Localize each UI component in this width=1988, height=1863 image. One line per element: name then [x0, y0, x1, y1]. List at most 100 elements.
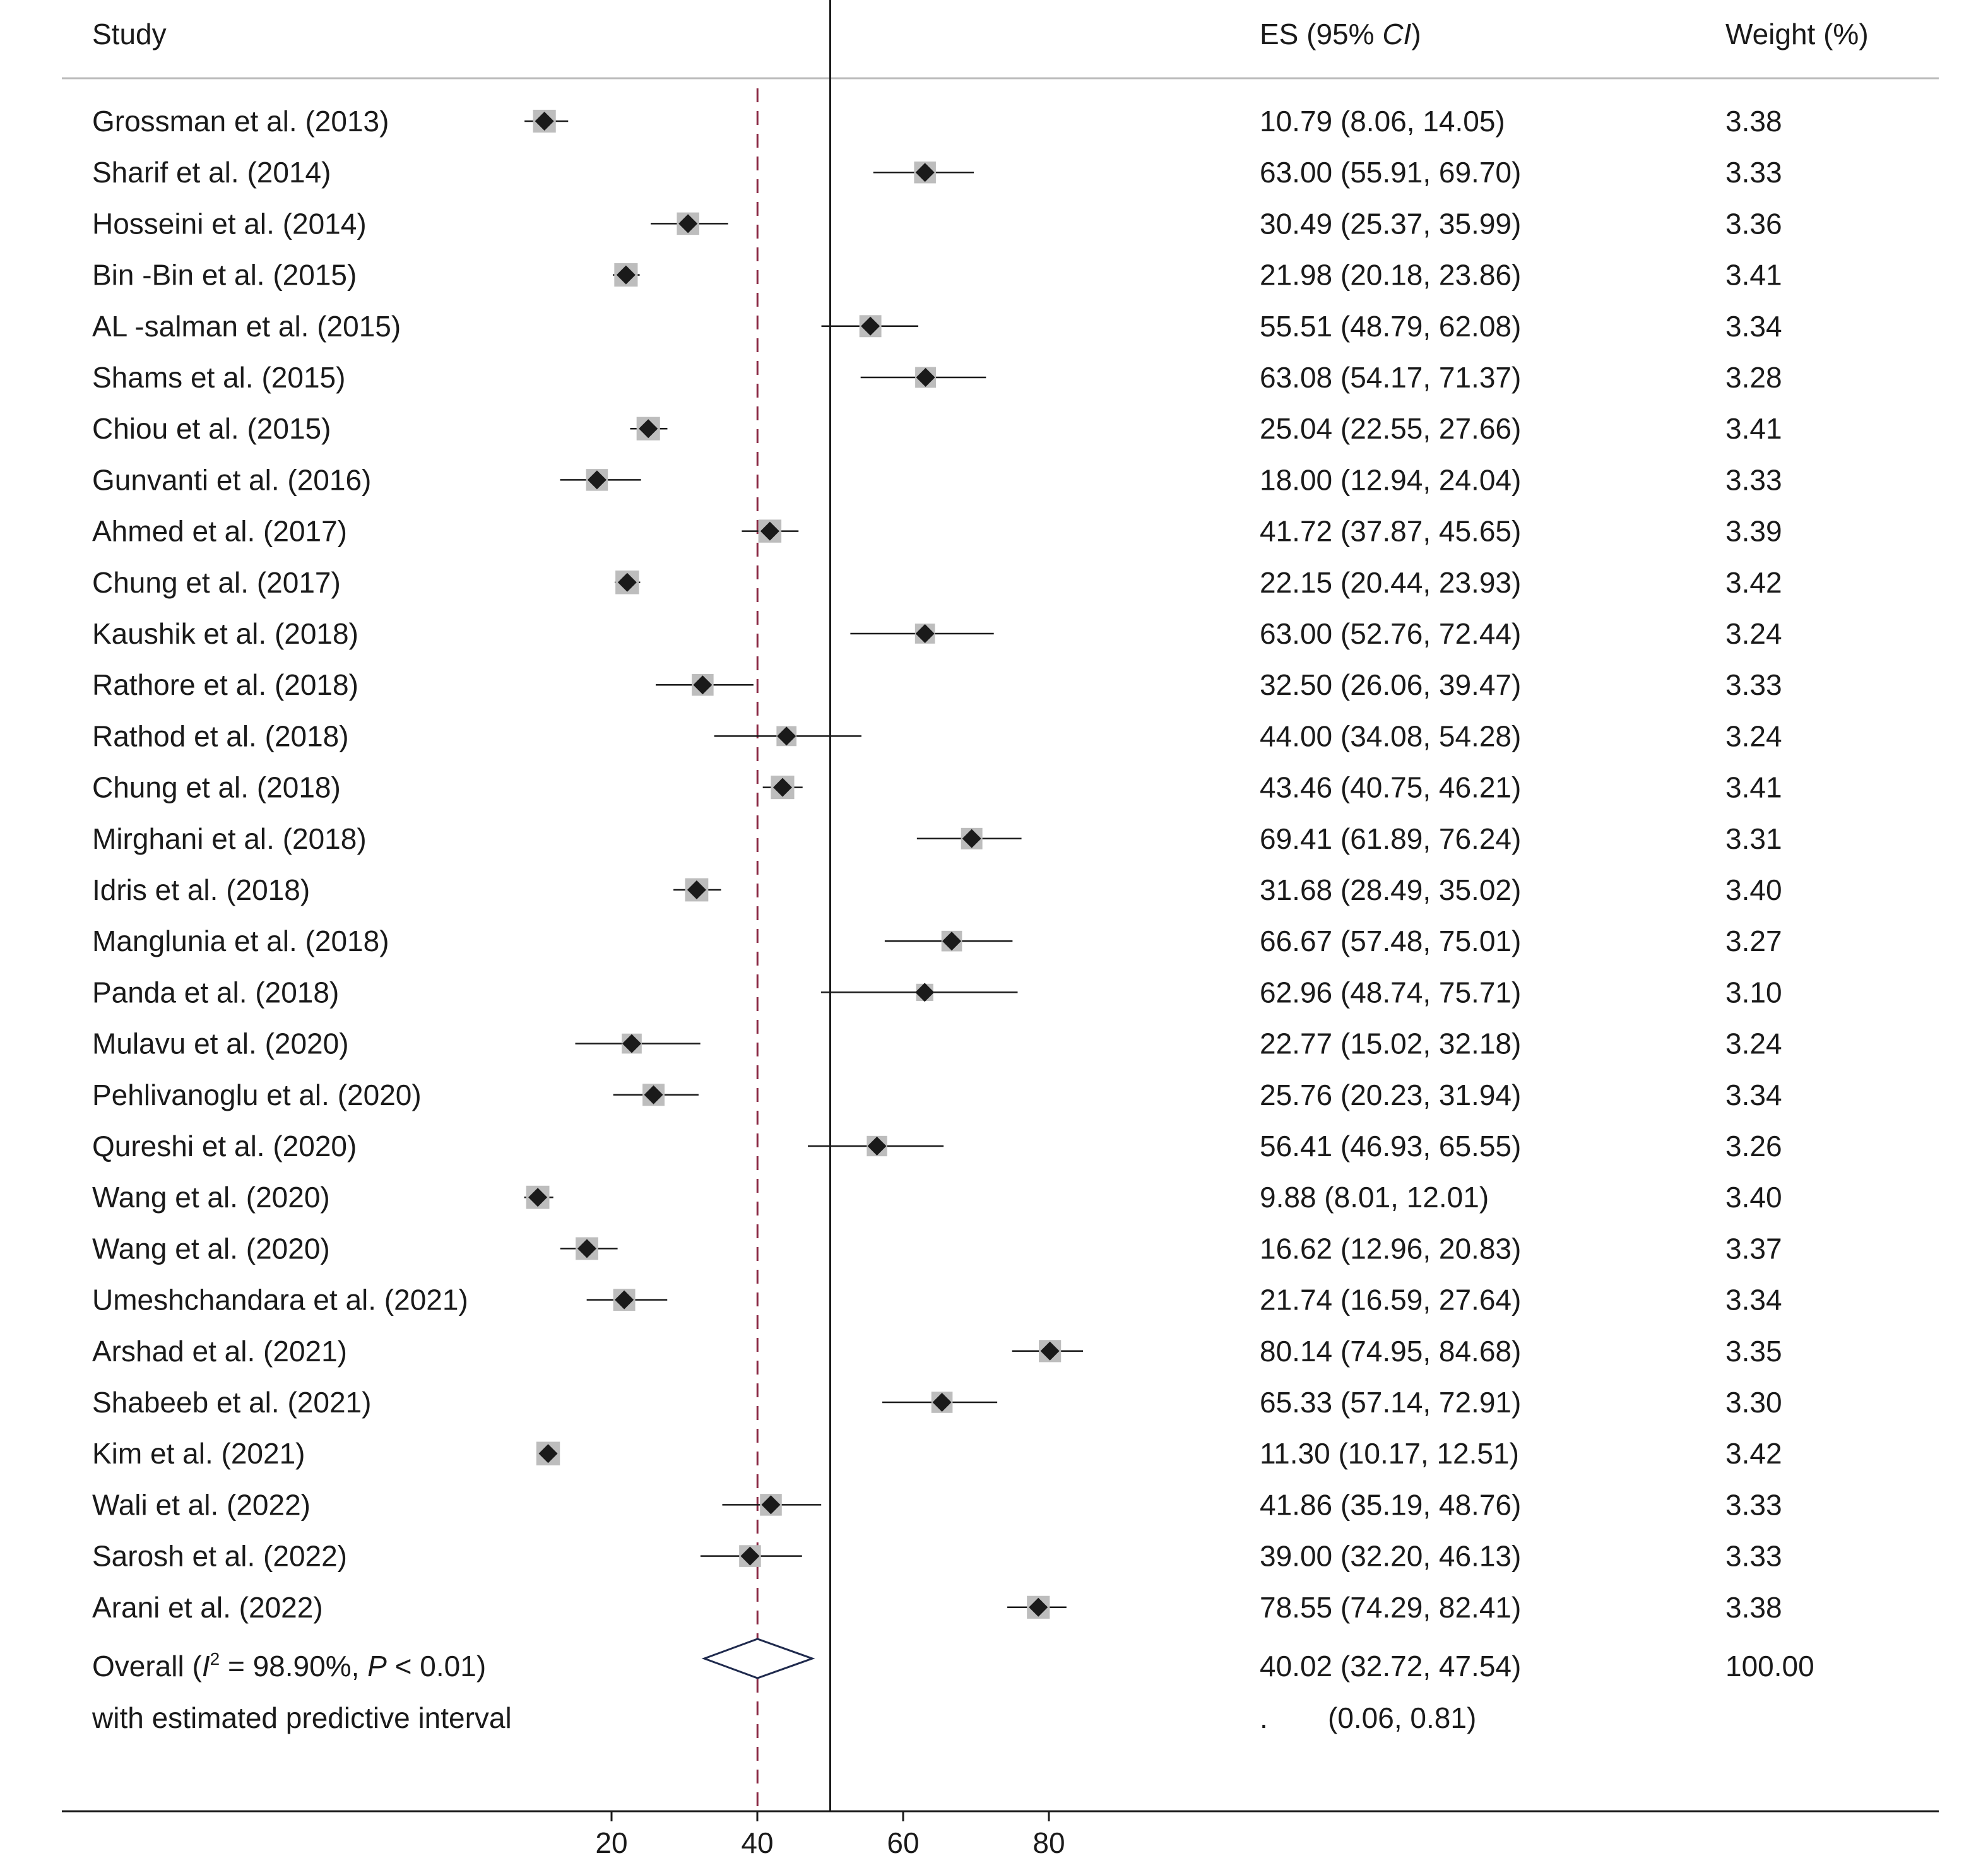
- study-weight: 3.33: [1725, 463, 1782, 496]
- point-estimate-marker: [535, 112, 554, 131]
- study-label: Sarosh et al. (2022): [92, 1540, 347, 1573]
- overall-weight: 100.00: [1725, 1650, 1814, 1683]
- study-label: Hosseini et al. (2014): [92, 207, 367, 240]
- study-label: Wang et al. (2020): [92, 1232, 330, 1265]
- study-es: 63.08 (54.17, 71.37): [1260, 361, 1521, 394]
- study-label: Gunvanti et al. (2016): [92, 463, 371, 496]
- study-es: 11.30 (10.17, 12.51): [1260, 1437, 1519, 1470]
- study-row: Sharif et al. (2014) 63.00 (55.91, 69.70)…: [92, 156, 1782, 189]
- point-estimate-marker: [622, 1034, 641, 1053]
- study-row: AL -salman et al. (2015) 55.51 (48.79, 62…: [92, 310, 1782, 343]
- study-label: Idris et al. (2018): [92, 873, 310, 906]
- study-weight: 3.30: [1725, 1386, 1782, 1419]
- study-es: 10.79 (8.06, 14.05): [1260, 105, 1505, 138]
- study-es: 63.00 (52.76, 72.44): [1260, 617, 1521, 650]
- study-row: Chung et al. (2018) 43.46 (40.75, 46.21) 3…: [92, 771, 1782, 804]
- point-estimate-marker: [687, 880, 706, 899]
- study-weight: 3.42: [1725, 566, 1782, 599]
- study-label: Qureshi et al. (2020): [92, 1130, 357, 1162]
- study-row: Manglunia et al. (2018) 66.67 (57.48, 75.…: [92, 925, 1782, 957]
- study-row: Pehlivanoglu et al. (2020) 25.76 (20.23, …: [92, 1079, 1782, 1111]
- study-label: Shams et al. (2015): [92, 361, 345, 394]
- study-row: Rathod et al. (2018) 44.00 (34.08, 54.28)…: [92, 719, 1782, 752]
- point-estimate-marker: [916, 368, 935, 387]
- study-es: 80.14 (74.95, 84.68): [1260, 1335, 1521, 1368]
- study-label: Grossman et al. (2013): [92, 105, 389, 138]
- point-estimate-marker: [740, 1546, 760, 1566]
- point-estimate-marker: [962, 829, 981, 848]
- study-row: Umeshchandara et al. (2021) 21.74 (16.59,…: [92, 1284, 1782, 1316]
- study-weight: 3.24: [1725, 617, 1782, 650]
- study-weight: 3.39: [1725, 515, 1782, 548]
- study-label: Pehlivanoglu et al. (2020): [92, 1079, 422, 1111]
- point-estimate-marker: [867, 1137, 887, 1156]
- study-weight: 3.31: [1725, 822, 1782, 855]
- point-estimate-marker: [639, 419, 658, 439]
- study-label: Arani et al. (2022): [92, 1591, 323, 1624]
- study-label: Kaushik et al. (2018): [92, 617, 358, 650]
- study-es: 69.41 (61.89, 76.24): [1260, 822, 1521, 855]
- study-es: 31.68 (28.49, 35.02): [1260, 873, 1521, 906]
- point-estimate-marker: [861, 316, 880, 336]
- study-es: 25.04 (22.55, 27.66): [1260, 412, 1521, 445]
- study-weight: 3.38: [1725, 1591, 1782, 1624]
- point-estimate-marker: [1040, 1341, 1060, 1361]
- study-label: Umeshchandara et al. (2021): [92, 1284, 468, 1316]
- study-label: Rathore et al. (2018): [92, 668, 358, 701]
- header-es-ci: CI: [1382, 18, 1411, 50]
- study-label: Panda et al. (2018): [92, 976, 339, 1008]
- x-tick-label: 60: [887, 1826, 919, 1859]
- study-row: Kaushik et al. (2018) 63.00 (52.76, 72.44…: [92, 617, 1782, 650]
- study-weight: 3.41: [1725, 771, 1782, 804]
- study-weight: 3.42: [1725, 1437, 1782, 1470]
- study-row: Rathore et al. (2018) 32.50 (26.06, 39.47…: [92, 668, 1782, 701]
- overall-label-mid: = 98.90%,: [220, 1650, 367, 1683]
- study-row: Ahmed et al. (2017) 41.72 (37.87, 45.65) 3…: [92, 515, 1782, 548]
- point-estimate-marker: [615, 1290, 634, 1310]
- header-es: ES (95% CI): [1260, 18, 1421, 50]
- study-es: 16.62 (12.96, 20.83): [1260, 1232, 1521, 1265]
- study-weight: 3.34: [1725, 310, 1782, 343]
- header-es-suffix: ): [1411, 18, 1421, 50]
- study-row: Shams et al. (2015) 63.08 (54.17, 71.37) 3…: [92, 361, 1782, 394]
- study-es: 44.00 (34.08, 54.28): [1260, 719, 1521, 752]
- study-row: Gunvanti et al. (2016) 18.00 (12.94, 24.0…: [92, 463, 1782, 496]
- study-label: AL -salman et al. (2015): [92, 310, 401, 343]
- study-label: Mirghani et al. (2018): [92, 822, 367, 855]
- study-label: Kim et al. (2021): [92, 1437, 305, 1470]
- study-row: Sarosh et al. (2022) 39.00 (32.20, 46.13)…: [92, 1540, 1782, 1573]
- overall-label-p: P: [367, 1650, 387, 1683]
- study-weight: 3.41: [1725, 412, 1782, 445]
- study-label: Shabeeb et al. (2021): [92, 1386, 371, 1419]
- x-tick-label: 80: [1032, 1826, 1065, 1859]
- study-es: 32.50 (26.06, 39.47): [1260, 668, 1521, 701]
- study-row: Kim et al. (2021) 11.30 (10.17, 12.51) 3.4…: [92, 1437, 1782, 1470]
- study-weight: 3.33: [1725, 1540, 1782, 1573]
- overall-label-suffix: < 0.01): [387, 1650, 486, 1683]
- point-estimate-marker: [1029, 1597, 1048, 1617]
- study-row: Wang et al. (2020) 9.88 (8.01, 12.01) 3.40: [92, 1181, 1782, 1214]
- study-es: 41.86 (35.19, 48.76): [1260, 1488, 1521, 1521]
- study-weight: 3.36: [1725, 207, 1782, 240]
- study-label: Sharif et al. (2014): [92, 156, 331, 189]
- study-weight: 3.33: [1725, 156, 1782, 189]
- study-row: Grossman et al. (2013) 10.79 (8.06, 14.05…: [92, 105, 1782, 138]
- point-estimate-marker: [577, 1239, 596, 1258]
- predictive-interval: (0.06, 0.81): [1328, 1701, 1476, 1734]
- study-row: Arshad et al. (2021) 80.14 (74.95, 84.68)…: [92, 1335, 1782, 1368]
- study-es: 21.74 (16.59, 27.64): [1260, 1284, 1521, 1316]
- study-weight: 3.27: [1725, 925, 1782, 957]
- point-estimate-marker: [617, 572, 637, 592]
- study-weight: 3.33: [1725, 668, 1782, 701]
- predictive-dot: .: [1260, 1701, 1268, 1734]
- point-estimate-marker: [942, 932, 962, 951]
- study-row: Bin -Bin et al. (2015) 21.98 (20.18, 23.8…: [92, 259, 1782, 292]
- point-estimate-marker: [693, 675, 713, 695]
- study-row: Idris et al. (2018) 31.68 (28.49, 35.02) 3…: [92, 873, 1782, 906]
- study-es: 22.15 (20.44, 23.93): [1260, 566, 1521, 599]
- study-es: 21.98 (20.18, 23.86): [1260, 259, 1521, 292]
- study-es: 55.51 (48.79, 62.08): [1260, 310, 1521, 343]
- header-weight: Weight (%): [1725, 18, 1869, 50]
- study-weight: 3.37: [1725, 1232, 1782, 1265]
- study-es: 30.49 (25.37, 35.99): [1260, 207, 1521, 240]
